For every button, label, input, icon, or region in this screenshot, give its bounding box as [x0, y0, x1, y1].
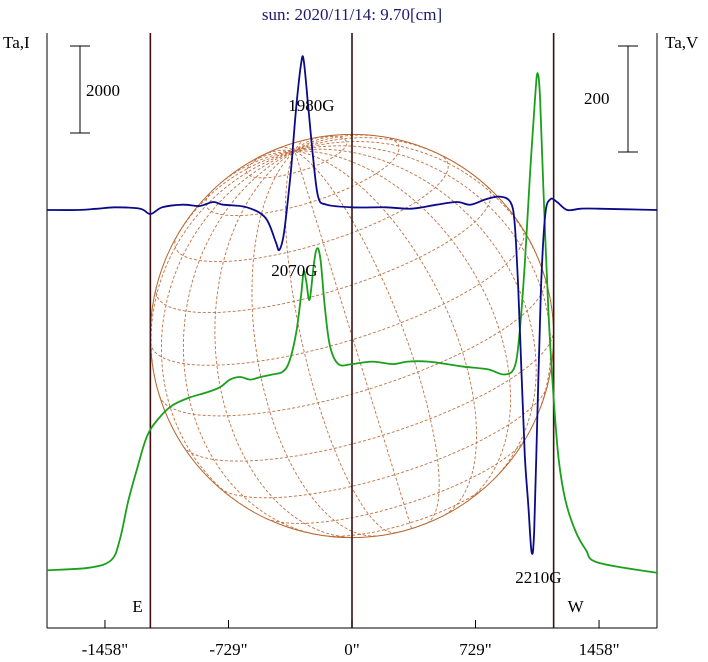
right-scale-bar: 200 — [584, 45, 638, 153]
longitude-line — [221, 150, 295, 183]
field-strength-annotation: 1980G — [288, 96, 334, 115]
latitude-line — [174, 154, 449, 263]
left-scale-bar: 2000 — [70, 45, 120, 134]
latitude-line — [150, 227, 525, 366]
series-line-V — [46, 55, 658, 555]
chart-title: sun: 2020/11/14: 9.70[cm] — [262, 5, 442, 24]
field-strength-annotation: 2210G — [515, 568, 561, 587]
longitude-line — [214, 150, 354, 539]
x-tick-label: -1458" — [82, 640, 129, 659]
left-axis-label: Ta,I — [3, 33, 30, 52]
x-tick-label: 729" — [459, 640, 491, 659]
longitude-line — [294, 134, 374, 152]
annotations: 1980G 2070G 2210G — [271, 96, 561, 587]
longitude-line — [182, 150, 323, 536]
longitude-line — [294, 148, 537, 485]
longitude-line — [294, 150, 477, 516]
x-axis-ticks: -1458" -729" 0" 729" 1458" — [82, 620, 620, 659]
longitude-line — [294, 136, 323, 152]
limb-marker-label: E — [132, 597, 142, 616]
longitude-line — [251, 150, 377, 537]
series-lines — [46, 55, 658, 574]
series-line-I — [46, 72, 658, 574]
longitude-line — [294, 150, 413, 529]
longitude-line — [160, 150, 295, 509]
longitude-line — [294, 134, 344, 152]
longitude-line — [294, 141, 546, 277]
field-strength-annotation: 2070G — [271, 261, 317, 280]
x-tick-label: 0" — [344, 640, 359, 659]
longitude-line — [171, 150, 295, 245]
right-scale-bar-label: 200 — [584, 89, 610, 108]
longitude-line — [284, 150, 397, 534]
x-tick-label: 1458" — [579, 640, 620, 659]
latitude-line — [183, 331, 554, 462]
longitude-line — [245, 150, 295, 166]
x-tick-label: -729" — [209, 640, 247, 659]
left-scale-bar-label: 2000 — [86, 81, 120, 100]
longitude-line — [294, 150, 440, 524]
latitude-line — [220, 387, 548, 499]
longitude-line — [294, 137, 450, 160]
longitude-line — [263, 149, 295, 156]
right-axis-label: Ta,V — [665, 33, 699, 52]
longitude-line — [294, 139, 306, 152]
limb-marker-label: W — [568, 597, 585, 616]
